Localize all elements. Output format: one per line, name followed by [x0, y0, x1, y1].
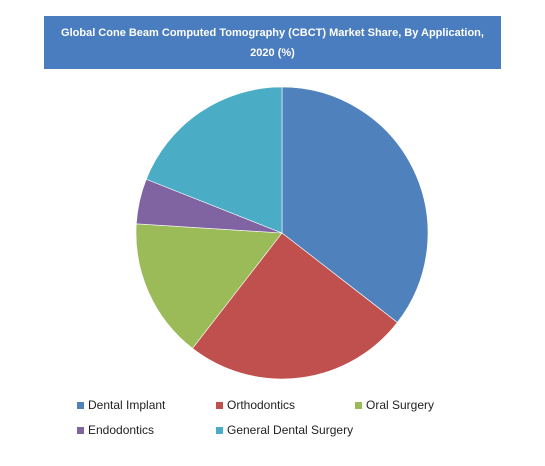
pie-slice-oral-surgery — [135, 223, 283, 349]
legend-swatch-endodontics — [77, 426, 84, 434]
pie-slices — [135, 86, 429, 380]
legend-item-general-dental-surgery: General Dental Surgery — [216, 423, 353, 437]
legend-item-orthodontics: Orthodontics — [216, 398, 295, 412]
legend-swatch-oral-surgery — [355, 401, 362, 409]
legend-label-dental-implant: Dental Implant — [88, 398, 166, 412]
pie-slice-general-dental-surgery — [145, 86, 283, 234]
pie-slice-orthodontics — [192, 232, 398, 380]
legend-swatch-orthodontics — [216, 401, 223, 409]
legend-label-general-dental-surgery: General Dental Surgery — [227, 423, 354, 437]
legend-label-orthodontics: Orthodontics — [227, 398, 296, 412]
legend-item-oral-surgery: Oral Surgery — [355, 398, 434, 412]
legend-label-endodontics: Endodontics — [88, 423, 155, 437]
legend-swatch-dental-implant — [77, 401, 84, 409]
pie-slice-dental-implant — [281, 86, 429, 323]
legend-item-endodontics: Endodontics — [77, 423, 154, 437]
legend-item-dental-implant: Dental Implant — [77, 398, 165, 412]
chart-title: Global Cone Beam Computed Tomography (CB… — [44, 16, 501, 69]
legend-label-oral-surgery: Oral Surgery — [366, 398, 435, 412]
legend-swatch-general-dental-surgery — [216, 426, 223, 434]
chart-title-text: Global Cone Beam Computed Tomography (CB… — [61, 27, 484, 59]
